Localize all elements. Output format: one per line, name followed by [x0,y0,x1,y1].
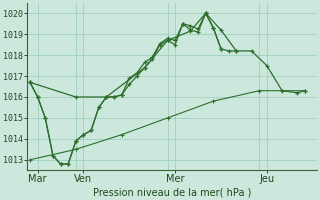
X-axis label: Pression niveau de la mer( hPa ): Pression niveau de la mer( hPa ) [93,187,251,197]
